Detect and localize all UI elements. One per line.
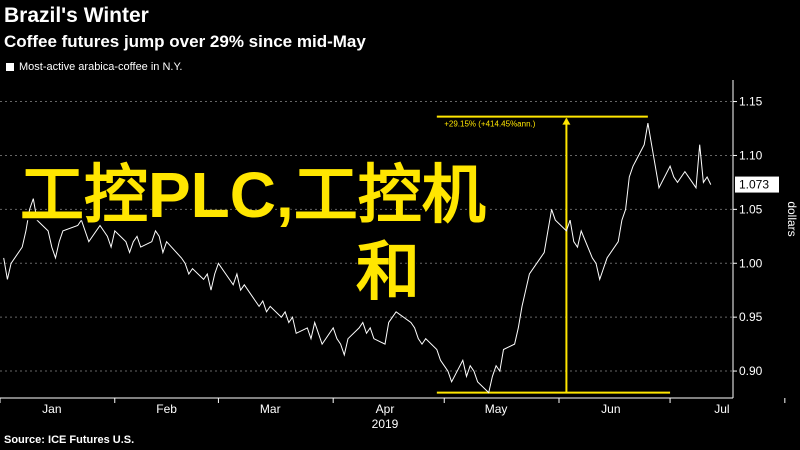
y-tick-label: 1.00	[739, 256, 763, 270]
series-line	[3, 123, 712, 394]
y-axis-label: dollars	[785, 201, 799, 236]
legend-swatch	[6, 63, 14, 71]
chart-title: Brazil's Winter	[4, 4, 149, 27]
x-tick-label: May	[485, 402, 508, 416]
annotation-arrow	[562, 117, 571, 125]
x-year-label: 2019	[372, 417, 399, 431]
y-tick-label: 0.90	[739, 364, 763, 378]
overlay-text-line-1: 工控PLC,工控机	[20, 159, 486, 231]
legend: Most-active arabica-coffee in N.Y.	[6, 61, 182, 73]
x-tick-label: Mar	[260, 402, 281, 416]
y-tick-label: 1.15	[739, 95, 763, 109]
y-tick-label: 1.10	[739, 148, 763, 162]
last-value-label: 1.073	[739, 178, 769, 192]
x-tick-label: Jun	[601, 402, 620, 416]
legend-label: Most-active arabica-coffee in N.Y.	[19, 61, 183, 73]
x-tick-label: Jul	[714, 402, 729, 416]
x-tick-label: Feb	[156, 402, 177, 416]
overlay-text-line-2: 和	[356, 236, 420, 308]
last-value-box	[735, 176, 779, 193]
x-tick-label: Apr	[376, 402, 395, 416]
y-tick-label: 0.95	[739, 310, 763, 324]
chart-subtitle: Coffee futures jump over 29% since mid-M…	[4, 32, 366, 51]
x-tick-label: Jan	[42, 402, 61, 416]
y-tick-label: 1.05	[739, 202, 763, 216]
source-note: Source: ICE Futures U.S.	[4, 434, 135, 446]
annotation-label: +29.15% (+414.45%ann.)	[444, 120, 536, 129]
